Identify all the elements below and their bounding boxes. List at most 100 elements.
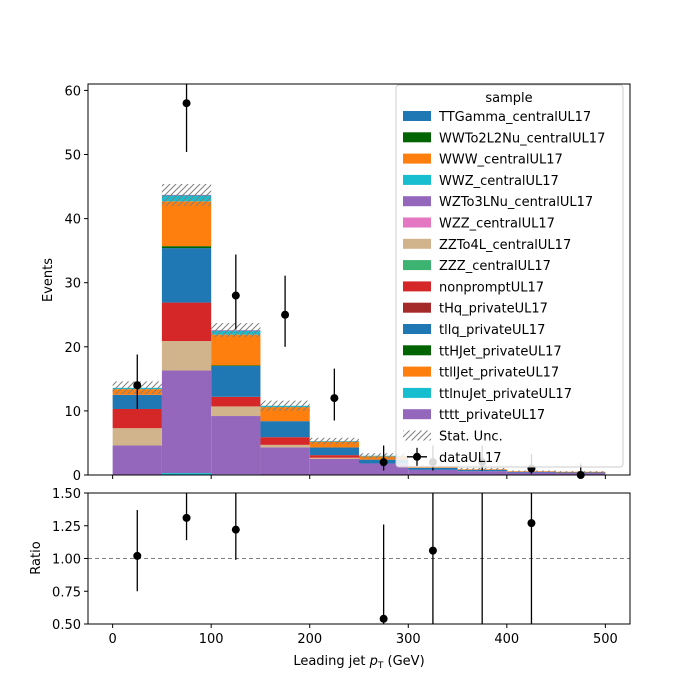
bar-nonpromptUL17-bin-1 — [161, 302, 212, 342]
legend-swatch-5 — [403, 217, 431, 228]
data-point-bin-1 — [182, 99, 191, 108]
legend-swatch-2 — [403, 153, 431, 164]
ratio-point-6 — [527, 519, 536, 528]
legend-label-2: WWW_centralUL17 — [439, 153, 563, 168]
bar-ZZTo4L_centralUL17-bin-0 — [112, 428, 162, 446]
legend-label-5: WZZ_centralUL17 — [439, 217, 555, 232]
bar-WZTo3LNu_centralUL17-bin-4 — [309, 458, 359, 475]
ratio-point-2 — [231, 525, 240, 534]
ratio-y-tick-label-4: 1.50 — [52, 487, 81, 502]
legend-label-11: ttHJet_privateUL17 — [439, 344, 562, 359]
bar-WZTo3LNu_centralUL17-bin-6 — [408, 469, 458, 475]
legend-title: sample — [485, 91, 532, 106]
legend-label-6: ZZTo4L_centralUL17 — [439, 238, 571, 253]
stacked-bars — [112, 194, 606, 475]
main-y-tick-label-5: 50 — [64, 149, 81, 164]
legend-marker-16 — [413, 452, 421, 461]
legend-item-0: TTGamma_centralUL17 — [403, 110, 591, 125]
legend-swatch-8 — [403, 281, 431, 292]
legend-item-3: WWZ_centralUL17 — [403, 174, 559, 189]
data-point-bin-2 — [231, 291, 240, 300]
bar-WZTo3LNu_centralUL17-bin-3 — [260, 447, 310, 475]
legend-label-16: dataUL17 — [439, 451, 502, 466]
legend-item-10: tllq_privateUL17 — [403, 323, 545, 338]
legend-item-9: tHq_privateUL17 — [403, 302, 548, 317]
ratio-plot-frame — [87, 492, 631, 625]
stat-unc-band-bin-3 — [260, 400, 310, 411]
legend-swatch-14 — [403, 409, 431, 420]
legend-item-4: WZTo3LNu_centralUL17 — [403, 195, 593, 210]
main-y-tick-label-3: 30 — [64, 277, 81, 292]
legend-swatch-1 — [403, 132, 431, 143]
legend-item-12: ttllJet_privateUL17 — [403, 366, 559, 381]
ratio-point-0 — [133, 551, 142, 560]
bar-WWZ_centralUL17-bin-1 — [161, 473, 212, 475]
x-tick-label-0: 0 — [108, 632, 116, 647]
stat-unc-band-bin-4 — [309, 437, 359, 445]
main-plot-panel: 0 10 20 30 40 50 60 Events — [41, 83, 631, 484]
bar-nonpromptUL17-bin-0 — [112, 408, 162, 429]
main-y-axis-label: Events — [41, 258, 56, 302]
legend-label-15: Stat. Unc. — [439, 430, 503, 445]
bar-nonpromptUL17-bin-4 — [309, 455, 359, 458]
legend-swatch-6 — [403, 238, 431, 249]
bar-ttllJet_privateUL17-bin-2 — [211, 334, 261, 366]
legend-swatch-12 — [403, 366, 431, 377]
main-y-tick-label-1: 10 — [64, 405, 81, 420]
ratio-y-axis-label: Ratio — [29, 541, 44, 574]
bar-tllq_privateUL17-bin-3 — [260, 421, 310, 438]
legend-swatch-4 — [403, 196, 431, 207]
legend-swatch-10 — [403, 324, 431, 334]
bar-ttllJet_privateUL17-bin-1 — [161, 201, 212, 247]
legend-label-12: ttllJet_privateUL17 — [439, 366, 559, 381]
legend-item-8: nonpromptUL17 — [403, 280, 544, 295]
main-y-tick-label-2: 20 — [64, 341, 81, 356]
bar-ZZTo4L_centralUL17-bin-3 — [260, 444, 310, 448]
legend-label-10: tllq_privateUL17 — [439, 323, 545, 338]
main-y-tick-label-4: 40 — [64, 213, 81, 228]
bar-ZZTo4L_centralUL17-bin-2 — [211, 406, 261, 417]
ratio-x-ticks: 0 100 200 300 400 500 — [108, 624, 618, 647]
ratio-y-tick-label-2: 1.00 — [52, 553, 81, 568]
data-point-bin-5 — [379, 458, 388, 467]
legend-swatch-3 — [403, 174, 431, 185]
legend-item-2: WWW_centralUL17 — [403, 153, 563, 168]
main-y-ticks: 0 10 20 30 40 50 60 — [64, 84, 88, 484]
legend-swatch-15 — [403, 430, 431, 441]
bar-WZTo3LNu_centralUL17-bin-7 — [457, 471, 507, 475]
data-point-bin-0 — [133, 381, 142, 390]
ratio-y-tick-label-1: 0.75 — [52, 585, 81, 600]
legend-swatch-13 — [403, 387, 431, 398]
legend-swatch-11 — [403, 345, 431, 356]
main-x-ticks — [112, 475, 606, 479]
ratio-y-tick-label-0: 0.50 — [52, 618, 81, 633]
main-y-tick-label-6: 60 — [64, 84, 81, 99]
legend-item-6: ZZTo4L_centralUL17 — [403, 238, 571, 253]
x-tick-label-3: 300 — [396, 632, 421, 647]
bar-nonpromptUL17-bin-3 — [260, 437, 310, 445]
ratio-point-1 — [182, 513, 191, 522]
main-y-tick-label-0: 0 — [73, 469, 81, 484]
x-tick-label-1: 100 — [199, 632, 224, 647]
legend-label-9: tHq_privateUL17 — [439, 302, 548, 317]
legend-item-13: ttlnuJet_privateUL17 — [403, 387, 572, 402]
legend: sample TTGamma_centralUL17 WWTo2L2Nu_cent… — [395, 84, 624, 468]
legend-box — [395, 84, 624, 468]
legend-item-16: dataUL17 — [407, 447, 502, 466]
bar-ttHJet_privateUL17-bin-1 — [161, 246, 212, 249]
legend-label-8: nonpromptUL17 — [439, 280, 544, 295]
bar-ZZTo4L_centralUL17-bin-1 — [161, 341, 212, 371]
bar-WZTo3LNu_centralUL17-bin-1 — [161, 370, 212, 474]
bar-WZTo3LNu_centralUL17-bin-2 — [211, 416, 261, 475]
legend-label-14: tttt_privateUL17 — [439, 408, 545, 423]
bar-ZZTo4L_centralUL17-bin-4 — [309, 457, 359, 459]
ratio-y-tick-label-3: 1.25 — [52, 520, 81, 535]
legend-label-7: ZZZ_centralUL17 — [439, 259, 551, 274]
legend-swatch-7 — [403, 260, 431, 271]
legend-item-1: WWTo2L2Nu_centralUL17 — [403, 131, 605, 146]
legend-label-13: ttlnuJet_privateUL17 — [439, 387, 572, 402]
bar-tllq_privateUL17-bin-4 — [309, 447, 359, 456]
legend-label-0: TTGamma_centralUL17 — [438, 110, 591, 125]
bar-tllq_privateUL17-bin-1 — [161, 248, 212, 303]
